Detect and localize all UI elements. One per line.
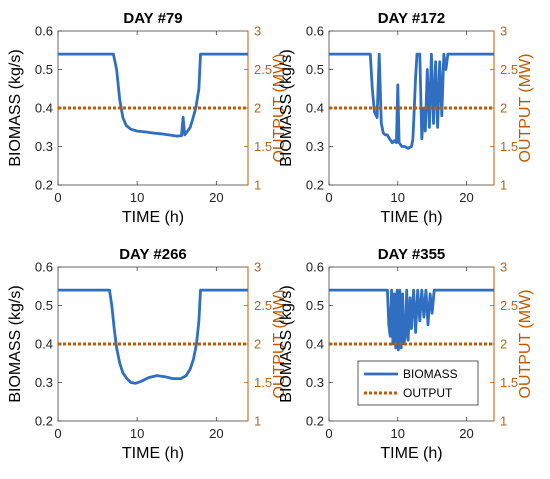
y-tick-label: 0.6 (306, 24, 324, 39)
y-right-tick-label: 1.5 (254, 139, 272, 154)
x-tick-label: 20 (459, 426, 473, 441)
y-right-tick-label: 2 (254, 101, 261, 116)
y-tick-label: 0.4 (306, 337, 324, 352)
x-tick-label: 20 (209, 426, 223, 441)
x-axis-label: TIME (h) (380, 445, 442, 462)
y-axis-label: BIOMASS (kg/s) (278, 285, 295, 402)
y-tick-label: 0.4 (306, 101, 324, 116)
biomass-series-line (329, 52, 494, 150)
y-right-tick-label: 3 (254, 24, 261, 39)
y-right-tick-label: 1.5 (254, 375, 272, 390)
y-right-tick-label: 1 (254, 178, 261, 193)
y-tick-label: 0.3 (306, 375, 324, 390)
chart-panel-2: DAY #172 0 10 20 0.2 0.3 0.4 0.5 0.6 1 1.5 2 2.5 3 TIM… (278, 10, 534, 226)
y-tick-label: 0.3 (35, 375, 53, 390)
y-tick-label: 0.5 (306, 298, 324, 313)
y-right-tick-label: 3 (500, 24, 507, 39)
y-right-axis-label: OUTPUT (MW) (271, 53, 288, 162)
chart-panel-1: DAY #79 0 10 20 0.2 0.3 0.4 0.5 0.6 1 1.5 2 2.5 3 TIME… (7, 10, 288, 226)
y-tick-label: 0.2 (35, 414, 53, 429)
y-tick-label: 0.2 (306, 178, 324, 193)
y-right-tick-label: 2.5 (254, 298, 272, 313)
chart-title: DAY #79 (123, 10, 182, 27)
y-right-tick-label: 2 (500, 337, 507, 352)
y-right-tick-label: 3 (254, 260, 261, 275)
chart-title: DAY #172 (378, 10, 446, 27)
x-axis-label: TIME (h) (380, 209, 442, 226)
x-tick-label: 20 (209, 190, 223, 205)
x-tick-label: 10 (391, 190, 405, 205)
y-axis-label: BIOMASS (kg/s) (278, 49, 295, 166)
legend-box (357, 360, 479, 406)
y-right-axis-label: OUTPUT (MW) (517, 53, 534, 162)
x-axis-label: TIME (h) (122, 445, 184, 462)
y-right-tick-label: 2.5 (500, 298, 518, 313)
y-tick-label: 0.3 (35, 139, 53, 154)
x-tick-label: 0 (325, 426, 332, 441)
y-axis-label: BIOMASS (kg/s) (7, 285, 24, 402)
y-tick-label: 0.6 (35, 260, 53, 275)
y-right-tick-label: 1 (500, 178, 507, 193)
y-right-tick-label: 1.5 (500, 139, 518, 154)
x-tick-label: 10 (130, 190, 144, 205)
y-right-tick-label: 1 (254, 414, 261, 429)
chart-title: DAY #266 (119, 246, 187, 263)
y-tick-label: 0.5 (35, 62, 53, 77)
x-tick-label: 10 (391, 426, 405, 441)
y-right-tick-label: 3 (500, 260, 507, 275)
y-right-axis-label: OUTPUT (MW) (517, 289, 534, 398)
y-tick-label: 0.2 (306, 414, 324, 429)
y-tick-label: 0.4 (35, 101, 53, 116)
y-tick-label: 0.5 (35, 298, 53, 313)
x-tick-label: 0 (325, 190, 332, 205)
legend-biomass-label: BIOMASS (403, 367, 458, 381)
y-right-tick-label: 1.5 (500, 375, 518, 390)
legend-output-label: OUTPUT (403, 386, 453, 400)
x-tick-label: 10 (130, 426, 144, 441)
y-right-tick-label: 2 (254, 337, 261, 352)
legend: BIOMASS OUTPUT (357, 360, 479, 406)
chart-panel-4: DAY #355 0 10 20 0.2 0.3 0.4 0.5 0.6 1 1.5 2 2.5 3 TIM… (278, 246, 534, 462)
x-tick-label: 0 (54, 426, 61, 441)
y-right-tick-label: 2.5 (254, 62, 272, 77)
y-right-tick-label: 1 (500, 414, 507, 429)
y-tick-label: 0.4 (35, 337, 53, 352)
y-tick-label: 0.6 (306, 260, 324, 275)
y-tick-label: 0.6 (35, 24, 53, 39)
chart-title: DAY #355 (378, 246, 446, 263)
biomass-series-line (329, 288, 494, 352)
x-tick-label: 20 (459, 190, 473, 205)
y-axis-label: BIOMASS (kg/s) (7, 49, 24, 166)
y-right-tick-label: 2.5 (500, 62, 518, 77)
biomass-series-line (58, 52, 248, 138)
chart-panel-3: DAY #266 0 10 20 0.2 0.3 0.4 0.5 0.6 1 1.5 2 2.5 3 TIM… (7, 246, 288, 462)
y-tick-label: 0.5 (306, 62, 324, 77)
y-right-tick-label: 2 (500, 101, 507, 116)
y-tick-label: 0.2 (35, 178, 53, 193)
y-right-axis-label: OUTPUT (MW) (271, 289, 288, 398)
x-axis-label: TIME (h) (122, 209, 184, 226)
x-tick-label: 0 (54, 190, 61, 205)
biomass-series-line (58, 288, 248, 385)
y-tick-label: 0.3 (306, 139, 324, 154)
